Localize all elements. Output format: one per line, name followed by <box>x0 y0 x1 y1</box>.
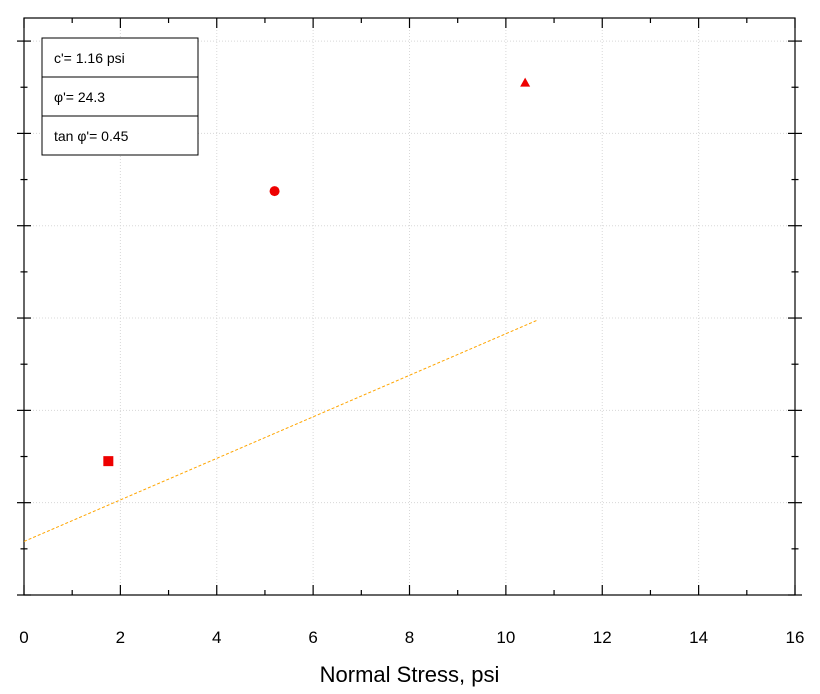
x-tick-label: 6 <box>308 628 317 647</box>
plot-frame <box>23 17 796 596</box>
x-tick-label: 8 <box>405 628 414 647</box>
data-point-square <box>103 456 114 467</box>
fit-line <box>23 319 538 542</box>
x-tick-label: 2 <box>116 628 125 647</box>
x-tick-label: 10 <box>496 628 515 647</box>
data-point-triangle <box>520 77 531 87</box>
axis-ticks <box>17 18 802 596</box>
legend-cohesion: c'= 1.16 psi <box>54 50 125 66</box>
legend-tan-friction: tan φ'= 0.45 <box>54 128 129 144</box>
x-axis-title: Normal Stress, psi <box>320 662 500 687</box>
data-point-circle <box>269 186 280 197</box>
grid <box>24 18 795 595</box>
x-tick-label: 16 <box>786 628 805 647</box>
x-tick-labels: 0 2 4 6 8 10 12 14 16 <box>19 628 804 647</box>
legend-box: c'= 1.16 psi φ'= 24.3 tan φ'= 0.45 <box>41 37 199 156</box>
x-tick-label: 4 <box>212 628 221 647</box>
data-points <box>103 77 531 467</box>
x-tick-label: 14 <box>689 628 708 647</box>
x-tick-label: 12 <box>593 628 612 647</box>
legend-friction-angle: φ'= 24.3 <box>54 89 105 105</box>
x-tick-label: 0 <box>19 628 28 647</box>
legend-frame <box>41 37 199 156</box>
